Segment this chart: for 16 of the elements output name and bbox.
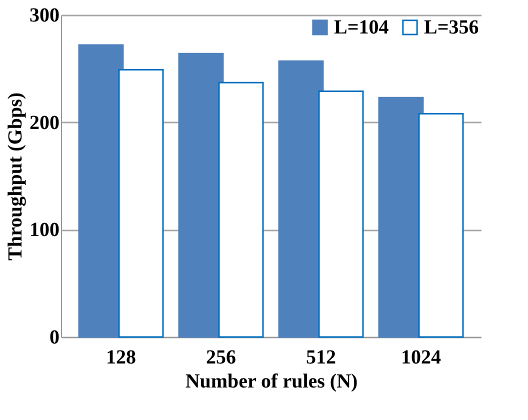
bar	[118, 68, 164, 338]
bar	[218, 82, 264, 338]
bar	[318, 90, 364, 338]
bar	[418, 112, 464, 338]
x-tick-label: 256	[206, 346, 236, 368]
y-tick-label: 200	[30, 112, 60, 134]
legend-label: L=356	[424, 16, 479, 38]
y-tick-label: 0	[50, 326, 60, 348]
y-axis-title: Throughput (Gbps)	[4, 92, 26, 261]
y-tick-label: 300	[30, 4, 60, 26]
y-tick-label: 100	[30, 219, 60, 242]
x-tick-label: 128	[106, 346, 136, 368]
x-axis-title: Number of rules (N)	[185, 370, 358, 392]
legend-label: L=104	[334, 16, 389, 38]
x-tick-label: 1024	[401, 346, 441, 368]
x-tick-label: 512	[306, 346, 336, 368]
